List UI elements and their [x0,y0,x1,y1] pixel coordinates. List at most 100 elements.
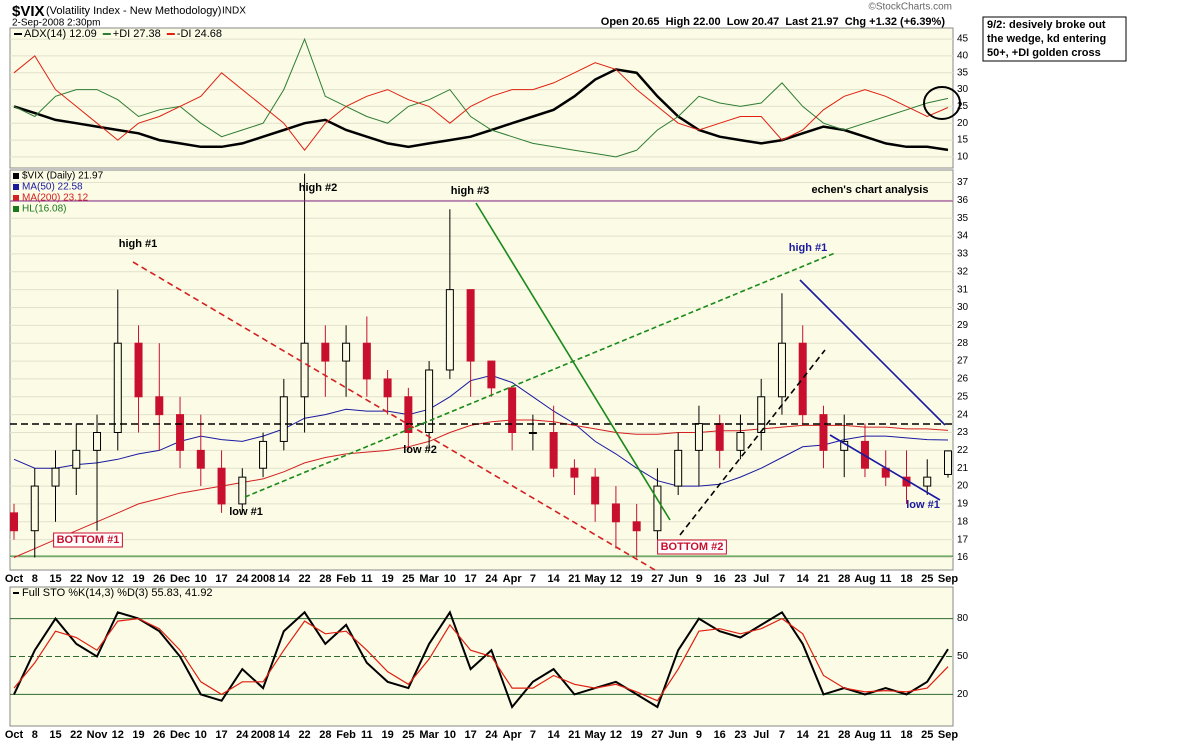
series-line [13,68,949,152]
candle-body [528,432,537,434]
candle-body [196,449,205,469]
series-line [13,55,949,152]
y-tick-label: 26 [957,374,969,385]
candle-body [777,342,786,398]
x-tick-label: Jun [668,573,688,585]
candle-body [113,342,122,434]
annotation-box [53,532,123,548]
x-tick-label: 14 [278,573,291,585]
panel-title: Full STO %K(14,3) %D(3) 55.83, 41.92 [22,587,213,599]
x-tick-label: Jul [753,729,769,741]
annotation: high #3 [451,185,490,197]
candle-body [570,467,579,478]
x-tick-label: Mar [419,573,439,585]
y-tick-label: 10 [957,152,969,163]
x-tick-label: 14 [548,729,561,741]
annotation: high #1 [789,242,828,254]
x-tick-label: Nov [87,729,109,741]
series-line [13,617,949,702]
candle-body [30,485,39,532]
candle-body [404,396,413,433]
x-tick-label: 10 [195,729,207,741]
x-tick-label: 19 [132,573,144,585]
legend-swatch [13,206,19,212]
legend-label: MA(50) 22.58 [22,182,83,193]
quote: Open 20.65 High 22.00 Low 20.47 Last 21.… [601,16,946,28]
x-tick-label: 21 [817,729,829,741]
credit: ©StockCharts.com [868,2,952,13]
price-panel [9,169,954,571]
x-tick-label: 16 [714,573,726,585]
x-tick-label: 14 [548,573,561,585]
annotation: echen's chart analysis [812,184,929,196]
x-tick-label: 15 [49,573,61,585]
candle-body [383,378,392,398]
x-tick-label: 10 [444,573,456,585]
legend-label: HL(16.08) [22,204,66,215]
y-tick-label: 20 [957,118,969,129]
trend-drawings [10,86,961,571]
x-tick-label: 10 [444,729,456,741]
x-tick-label: 22 [70,573,82,585]
y-tick-label: 23 [957,427,969,438]
x-tick-label: 22 [298,729,310,741]
note-line: 50+, +DI golden cross [987,47,1101,59]
x-tick-label: 2008 [251,729,275,741]
candle-body [134,342,143,398]
candle-body [694,423,703,451]
y-tick-label: 24 [957,409,969,420]
x-tick-label: Jul [753,573,769,585]
x-tick-label: 21 [568,729,580,741]
symbol-name: (Volatility Index - New Methodology) [46,5,221,17]
x-tick-label: 28 [319,729,331,741]
legend-label: ADX(14) 12.09 [24,28,97,40]
x-tick-label: 18 [900,573,912,585]
x-tick-label: 7 [530,573,536,585]
x-tick-label: 19 [631,729,643,741]
x-tick-label: 28 [838,729,850,741]
x-tick-label: 8 [32,729,38,741]
x-tick-label: 24 [485,573,498,585]
series-line [13,610,949,709]
y-tick-label: 80 [957,613,969,624]
x-tick-label: 7 [779,729,785,741]
note-line: the wedge, kd entering [987,33,1106,45]
x-tick-label: 9 [696,729,702,741]
y-tick-label: 29 [957,320,969,331]
y-tick-label: 20 [957,481,969,492]
candle-body [611,503,620,523]
legend-swatch [13,195,19,201]
candle-body [238,476,247,505]
series-line [13,419,949,558]
x-tick-label: Feb [336,729,356,741]
legend-swatch [13,184,19,190]
candle-body [342,342,351,362]
x-tick-label: Feb [336,573,356,585]
candle-body [217,467,226,505]
x-tick-label: 11 [880,573,892,585]
x-tick-label: 21 [568,573,580,585]
annotation: low #1 [229,506,263,518]
annotation: BOTTOM #1 [57,534,120,546]
x-tick-label: 22 [70,729,82,741]
x-tick-label: 18 [900,729,912,741]
x-tick-label: May [584,729,606,741]
x-tick-label: 16 [714,729,726,741]
candle-body [487,360,496,389]
x-tick-label: 25 [402,729,414,741]
trend-line [475,202,671,521]
candle-body [736,432,745,451]
candle-body [279,396,288,442]
x-tick-label: Dec [170,573,190,585]
x-tick-label: 14 [797,573,810,585]
legend-label: MA(200) 23.12 [22,193,89,204]
x-tick-label: 12 [112,729,124,741]
y-tick-label: 35 [957,213,969,224]
symbol: $VIX [12,3,45,20]
candle-body [155,396,164,416]
candle-body [819,414,828,451]
candle-body [425,369,434,433]
y-tick-label: 25 [957,391,969,402]
y-tick-label: 30 [957,84,969,95]
x-tick-label: 7 [779,573,785,585]
